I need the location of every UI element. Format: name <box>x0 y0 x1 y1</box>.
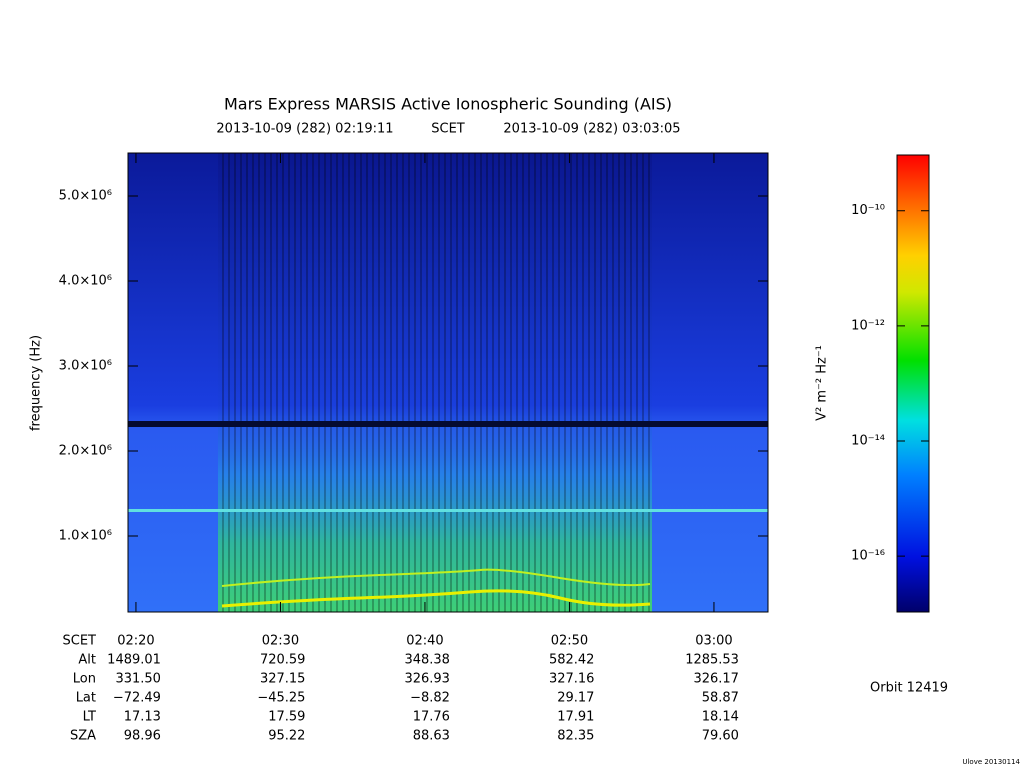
ephemeris-label: LT <box>83 710 96 725</box>
spectrogram-trace <box>221 568 651 587</box>
chart-title: Mars Express MARSIS Active Ionospheric S… <box>224 95 672 114</box>
footer: Ulove 20130114 <box>962 758 1020 766</box>
colorbar <box>896 154 930 613</box>
ephemeris-value: −72.49 <box>113 691 161 706</box>
ephemeris-value: 326.93 <box>404 672 450 687</box>
ephemeris-value: 17.76 <box>413 710 450 725</box>
ephemeris-label: SZA <box>70 729 96 744</box>
ephemeris-value: 88.63 <box>413 729 450 744</box>
ephemeris-value: 17.13 <box>124 710 161 725</box>
y-tick-label: 1.0×10⁶ <box>59 529 112 544</box>
ephemeris-value: 79.60 <box>702 729 739 744</box>
x-tick-label: 03:00 <box>695 634 732 649</box>
ephemeris-label: Lon <box>73 672 96 687</box>
ephemeris-value: 17.59 <box>268 710 305 725</box>
orbit: Orbit 12419 <box>870 681 948 696</box>
x-tick-label: 02:20 <box>117 634 154 649</box>
x-tick-label: 02:50 <box>551 634 588 649</box>
ephemeris-value: 327.15 <box>260 672 306 687</box>
ephemeris-value: −8.82 <box>410 691 450 706</box>
colorbar-tick-label: 10⁻¹⁶ <box>851 549 885 564</box>
y-tick-label: 5.0×10⁶ <box>59 189 112 204</box>
ephemeris-value: 348.38 <box>404 653 450 668</box>
ephemeris-value: 326.17 <box>693 672 739 687</box>
start-time: 2013-10-09 (282) 02:19:11 <box>216 122 393 137</box>
colorbar-label: V² m⁻² Hz⁻¹ <box>815 345 830 421</box>
spectrogram-trace <box>221 589 651 608</box>
ephemeris-value: 1489.01 <box>107 653 161 668</box>
time-system: SCET <box>431 122 465 137</box>
y-axis-label: frequency (Hz) <box>29 335 44 431</box>
spectrogram-texture <box>218 153 652 612</box>
ephemeris-value: 98.96 <box>124 729 161 744</box>
ephemeris-value: 720.59 <box>260 653 306 668</box>
colorbar-tick-label: 10⁻¹⁴ <box>851 434 885 449</box>
y-tick-label: 2.0×10⁶ <box>59 444 112 459</box>
ephemeris-value: 331.50 <box>115 672 161 687</box>
ephemeris-value: 82.35 <box>557 729 594 744</box>
y-tick-label: 4.0×10⁶ <box>59 274 112 289</box>
ephemeris-label: SCET <box>63 634 97 649</box>
x-tick-label: 02:30 <box>262 634 299 649</box>
ephemeris-value: 582.42 <box>549 653 595 668</box>
ephemeris-value: 17.91 <box>557 710 594 725</box>
y-tick-label: 3.0×10⁶ <box>59 359 112 374</box>
ephemeris-value: 58.87 <box>702 691 739 706</box>
end-time: 2013-10-09 (282) 03:03:05 <box>503 122 680 137</box>
ephemeris-value: 327.16 <box>549 672 595 687</box>
ephemeris-value: 29.17 <box>557 691 594 706</box>
colorbar-tick-label: 10⁻¹⁰ <box>851 203 885 218</box>
ephemeris-value: −45.25 <box>257 691 305 706</box>
ephemeris-value: 18.14 <box>702 710 739 725</box>
ephemeris-label: Lat <box>76 691 96 706</box>
spectrogram-band <box>128 421 768 427</box>
ephemeris-value: 1285.53 <box>685 653 739 668</box>
plot-frame <box>127 152 769 613</box>
colorbar-tick-label: 10⁻¹² <box>851 318 885 333</box>
x-tick-label: 02:40 <box>406 634 443 649</box>
spectrogram-band <box>128 509 768 512</box>
spectrogram <box>127 152 769 613</box>
ephemeris-value: 95.22 <box>268 729 305 744</box>
ephemeris-label: Alt <box>78 653 96 668</box>
